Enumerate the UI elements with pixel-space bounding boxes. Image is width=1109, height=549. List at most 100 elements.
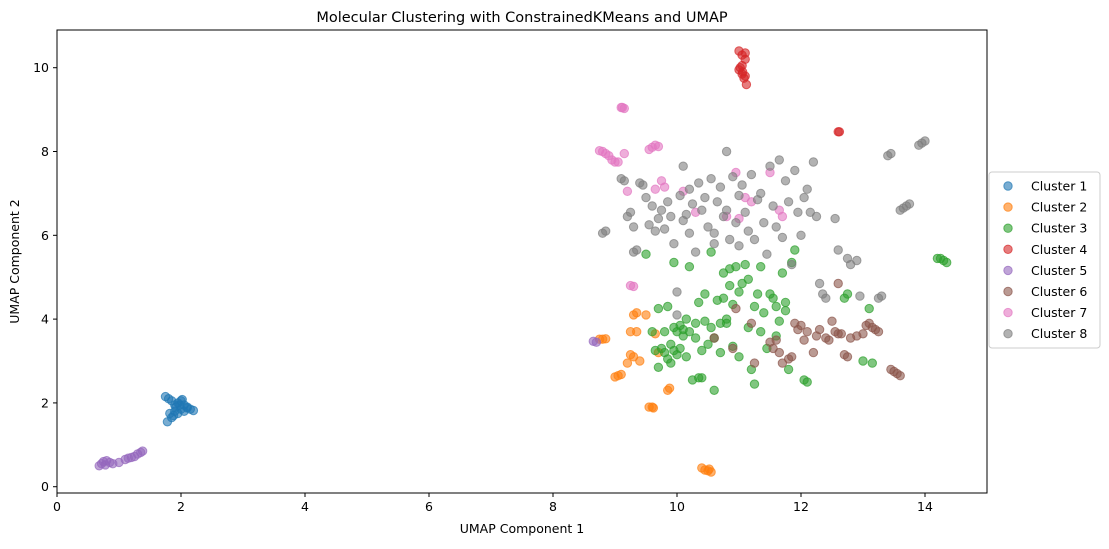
- data-point: [777, 268, 788, 278]
- data-point: [171, 402, 181, 412]
- data-point: [886, 148, 896, 159]
- data-point: [814, 278, 825, 289]
- x-tick-label: 8: [549, 499, 557, 514]
- data-point: [641, 310, 651, 320]
- data-point: [765, 161, 775, 171]
- x-tick-label: 2: [177, 499, 185, 514]
- data-point: [706, 322, 716, 333]
- data-point: [771, 335, 781, 345]
- data-point: [678, 161, 688, 171]
- data-point: [669, 257, 679, 268]
- data-point: [644, 220, 654, 230]
- data-point: [647, 327, 657, 337]
- data-point: [830, 213, 840, 224]
- data-point: [697, 373, 707, 383]
- data-point: [715, 347, 726, 358]
- data-point: [811, 211, 822, 222]
- data-point: [771, 222, 781, 232]
- x-tick-label: 6: [425, 499, 433, 514]
- y-axis-label: UMAP Component 2: [7, 199, 22, 324]
- data-point: [613, 157, 623, 167]
- data-point: [833, 245, 843, 255]
- data-point: [876, 291, 887, 301]
- data-point: [659, 182, 670, 192]
- data-point: [650, 226, 660, 236]
- data-point: [721, 314, 732, 324]
- data-point: [687, 199, 698, 209]
- data-point: [638, 180, 648, 190]
- data-point: [725, 280, 735, 291]
- data-point: [715, 182, 726, 192]
- data-point: [684, 327, 695, 337]
- data-point: [738, 67, 748, 77]
- data-point: [824, 335, 834, 345]
- series-cluster-7: [594, 102, 788, 292]
- data-point: [622, 186, 633, 197]
- data-point: [684, 228, 695, 238]
- data-point: [734, 190, 744, 201]
- data-point: [777, 211, 788, 222]
- y-tick-label: 10: [33, 60, 49, 75]
- data-point: [664, 383, 675, 393]
- data-point: [721, 146, 732, 157]
- data-point: [694, 178, 704, 188]
- data-point: [802, 327, 812, 337]
- series-cluster-8: [597, 136, 930, 320]
- data-point: [741, 79, 752, 90]
- data-point: [666, 358, 676, 368]
- data-point: [780, 297, 791, 308]
- legend-marker: [1003, 202, 1013, 212]
- data-point: [632, 327, 642, 337]
- data-point: [762, 249, 772, 259]
- data-point: [628, 222, 639, 232]
- data-point: [728, 343, 738, 354]
- data-point: [787, 352, 797, 362]
- data-point: [663, 301, 673, 312]
- data-point: [864, 303, 874, 314]
- data-point: [836, 329, 846, 339]
- data-point: [796, 320, 806, 331]
- data-point: [656, 205, 667, 215]
- data-point: [756, 188, 766, 199]
- x-tick-label: 4: [301, 499, 309, 514]
- chart-title: Molecular Clustering with ConstrainedKMe…: [316, 10, 728, 26]
- data-point: [768, 293, 778, 303]
- data-point: [920, 136, 930, 146]
- data-point: [650, 184, 660, 194]
- data-point: [706, 467, 716, 477]
- data-point: [787, 259, 797, 270]
- legend-label: Cluster 8: [1031, 326, 1087, 341]
- data-point: [641, 192, 651, 203]
- data-point: [694, 297, 704, 308]
- data-point: [700, 192, 710, 203]
- legend-marker: [1003, 307, 1013, 318]
- data-point: [734, 352, 744, 362]
- data-point: [774, 155, 784, 165]
- data-point: [759, 308, 769, 318]
- data-point: [821, 293, 831, 303]
- data-point: [653, 213, 664, 224]
- data-point: [777, 232, 788, 243]
- legend-label: Cluster 7: [1031, 305, 1087, 320]
- data-point: [663, 197, 673, 207]
- data-point: [771, 301, 781, 312]
- data-point: [731, 218, 741, 228]
- data-point: [808, 157, 819, 167]
- legend: Cluster 1 Cluster 2 Cluster 3 Cluster 4 Clus…: [988, 171, 1101, 349]
- data-point: [783, 364, 794, 375]
- data-point: [802, 377, 812, 387]
- data-point: [721, 205, 732, 215]
- data-point: [672, 287, 682, 297]
- data-point: [867, 358, 877, 368]
- data-point: [625, 207, 636, 218]
- data-point: [731, 262, 741, 272]
- data-point: [743, 274, 753, 284]
- data-point: [749, 358, 760, 368]
- data-point: [780, 306, 791, 316]
- series-cluster-1: [160, 391, 199, 427]
- legend-label: Cluster 4: [1031, 242, 1087, 257]
- y-tick-label: 4: [41, 312, 49, 327]
- data-point: [703, 222, 713, 232]
